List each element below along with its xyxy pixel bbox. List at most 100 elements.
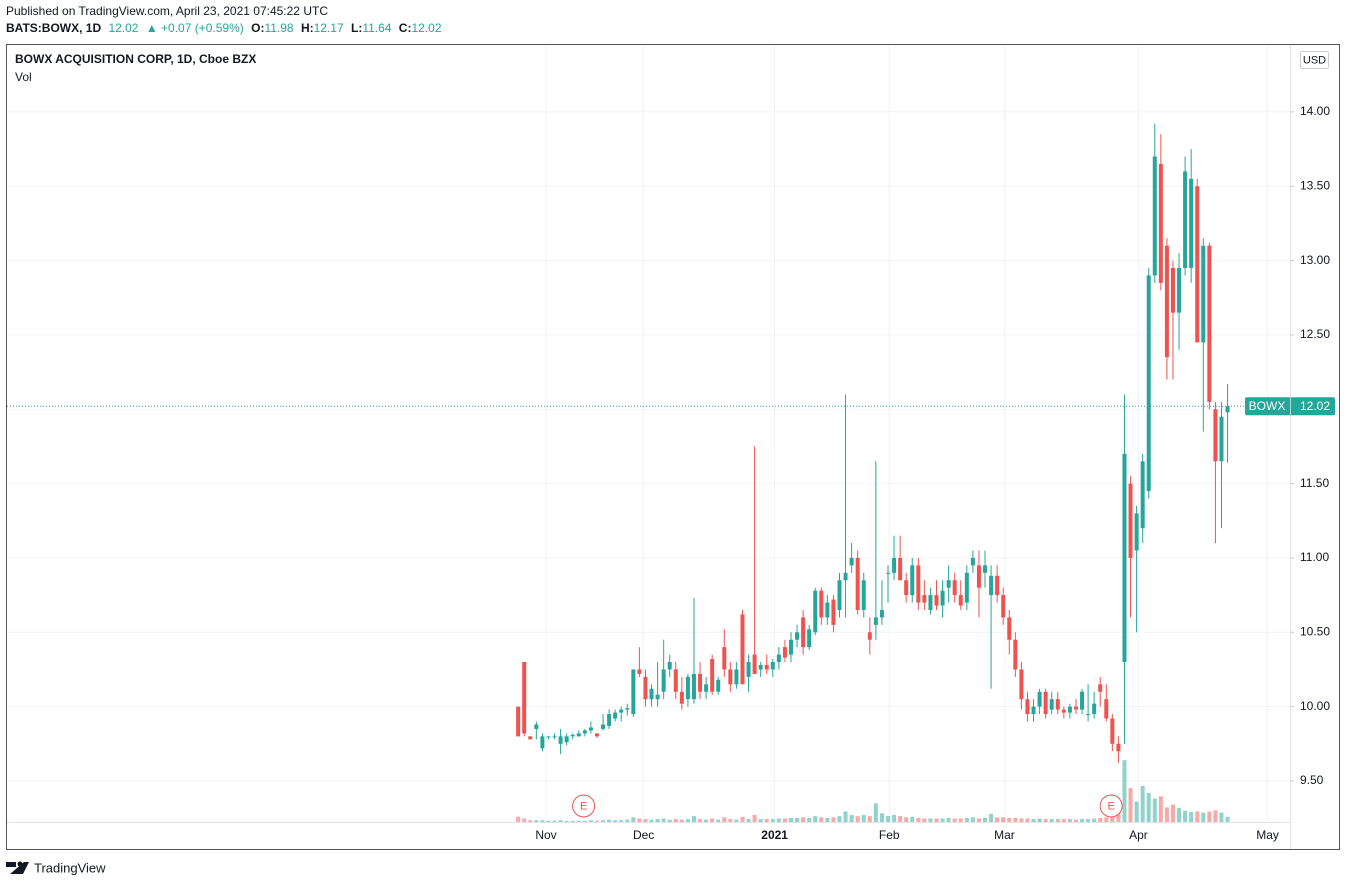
candle-body (983, 565, 988, 573)
volume-bar (1219, 812, 1224, 822)
candle-body (1080, 691, 1085, 710)
logo-part (6, 862, 16, 867)
volume-bar (1225, 816, 1230, 822)
candle-body (576, 733, 581, 737)
candle-body (1104, 699, 1109, 719)
volume-bar (619, 820, 624, 822)
volume-bar (801, 817, 806, 822)
candle-body (746, 662, 751, 677)
candle-body (1207, 245, 1212, 402)
candle-body (1031, 706, 1036, 715)
candle-body (1007, 617, 1012, 640)
y-tick-label: 10.50 (1300, 624, 1330, 638)
volume-bar (1201, 812, 1206, 822)
candle-body (952, 580, 957, 596)
candle-body (1049, 699, 1054, 710)
candle-body (1128, 483, 1133, 558)
volume-bar (1158, 796, 1163, 822)
volume-bar (552, 820, 557, 822)
ohlc-label: L: (351, 21, 362, 35)
volume-bar (946, 817, 951, 822)
volume-bar (649, 819, 654, 822)
volume-bar (734, 819, 739, 822)
candle-body (843, 572, 848, 581)
candle-body (819, 590, 824, 618)
volume-bar (1013, 817, 1018, 822)
candle-body (679, 691, 684, 704)
volume-bar (1213, 810, 1218, 822)
volume-bar (564, 820, 569, 822)
candle-body (1164, 245, 1169, 358)
candle-body (1177, 268, 1182, 313)
volume-bar (594, 820, 599, 822)
candle-body (685, 676, 690, 700)
volume-bar (831, 817, 836, 822)
volume-bar (1152, 798, 1157, 822)
candle-body (825, 602, 830, 618)
earnings-label: E (580, 800, 587, 812)
volume-bar (1037, 818, 1042, 822)
ohlc-value: 12.17 (314, 21, 344, 35)
currency-box (1300, 51, 1329, 69)
candle-body (734, 669, 739, 685)
candle-body (570, 734, 575, 737)
candle-body (776, 654, 781, 663)
candle-body (904, 580, 909, 596)
candle-body (619, 709, 624, 713)
volume-bar (1207, 811, 1212, 822)
volume-bar (970, 817, 975, 822)
volume-bar (916, 817, 921, 822)
candle-body (898, 557, 903, 581)
candle-body (1086, 714, 1091, 716)
volume-bar (576, 820, 581, 822)
volume-bar (849, 815, 854, 822)
candle-body (643, 676, 648, 700)
volume-bar (1098, 817, 1103, 822)
volume-bar (964, 817, 969, 822)
candle-body (546, 736, 551, 738)
volume-bar (1001, 817, 1006, 822)
volume-bar (892, 815, 897, 822)
volume-bar (904, 817, 909, 822)
candle-body (886, 572, 891, 574)
candle-body (1025, 699, 1030, 715)
volume-bar (819, 817, 824, 822)
candle-body (788, 639, 793, 655)
volume-bar (770, 819, 775, 822)
candle-body (534, 724, 539, 729)
volume-bar (516, 816, 521, 822)
candle-body (1195, 186, 1200, 343)
candle-body (1043, 691, 1048, 715)
y-tick-label: 9.50 (1300, 773, 1324, 787)
brand: TradingView (34, 860, 106, 875)
candle-body (704, 684, 709, 692)
volume-bar (728, 819, 733, 822)
volume-bar (952, 818, 957, 822)
volume-bar (976, 818, 981, 822)
volume-bar (782, 818, 787, 822)
candle-body (940, 590, 945, 606)
published: Published on TradingView.com, April 23, … (6, 4, 328, 18)
volume-bar (643, 819, 648, 822)
candle-body (758, 664, 763, 670)
candle-body (910, 565, 915, 596)
volume-bar (528, 820, 533, 822)
volume-bar (1164, 807, 1169, 822)
candle-body (637, 669, 642, 674)
x-tick-label: Apr (1129, 828, 1148, 842)
candle-body (1146, 275, 1151, 492)
candle-body (879, 609, 884, 618)
volume-bar (1104, 817, 1109, 822)
candle-body (934, 595, 939, 606)
candle-body (1213, 409, 1218, 462)
volume-bar (1122, 760, 1127, 822)
candle-body (995, 575, 1000, 596)
candle-body (989, 575, 994, 596)
candle-body (855, 557, 860, 610)
logo-part (10, 862, 29, 874)
earnings-marker (1099, 794, 1123, 818)
candle-body (795, 632, 800, 640)
volume-bar (873, 803, 878, 822)
ohlc-label: O: (251, 21, 264, 35)
